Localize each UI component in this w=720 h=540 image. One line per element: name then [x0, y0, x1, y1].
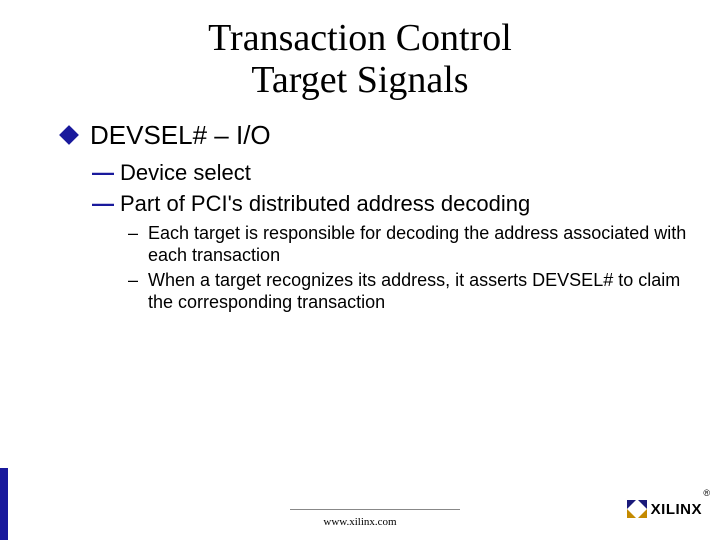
bullet-level1: DEVSEL# – I/O: [62, 120, 700, 151]
slide: Transaction Control Target Signals DEVSE…: [0, 0, 720, 540]
slide-title: Transaction Control Target Signals: [0, 18, 720, 102]
dash-bullet-icon: —: [92, 159, 114, 187]
logo-triangle-icon: [627, 500, 636, 509]
title-line-1: Transaction Control: [208, 17, 512, 59]
title-line-2: Target Signals: [251, 59, 468, 101]
bullet-l3-text: Each target is responsible for decoding …: [148, 223, 686, 266]
bullet-level2: — Part of PCI's distributed address deco…: [62, 190, 700, 218]
bullet-level3: – When a target recognizes its address, …: [62, 269, 700, 314]
slide-content: DEVSEL# – I/O — Device select — Part of …: [0, 120, 720, 314]
left-accent-stripe: [0, 468, 8, 540]
xilinx-logo: XILINX: [627, 500, 702, 518]
dash-bullet-icon: —: [92, 190, 114, 218]
footer-url: www.xilinx.com: [0, 516, 720, 528]
endash-bullet-icon: –: [128, 269, 138, 292]
bullet-l1-text: DEVSEL# – I/O: [90, 120, 271, 150]
registered-mark: ®: [703, 488, 710, 498]
diamond-bullet-icon: [59, 125, 79, 145]
logo-triangle-icon: [638, 500, 647, 509]
bullet-l2-text: Device select: [120, 160, 251, 185]
footer-divider: [290, 509, 460, 510]
xilinx-logo-text: XILINX: [651, 501, 702, 518]
bullet-level3: – Each target is responsible for decodin…: [62, 222, 700, 267]
endash-bullet-icon: –: [128, 222, 138, 245]
bullet-level2: — Device select: [62, 159, 700, 187]
bullet-l2-text: Part of PCI's distributed address decodi…: [120, 191, 530, 216]
xilinx-logo-icon: [627, 500, 647, 518]
logo-triangle-icon: [627, 509, 636, 518]
logo-triangle-icon: [638, 509, 647, 518]
bullet-l3-text: When a target recognizes its address, it…: [148, 270, 680, 313]
